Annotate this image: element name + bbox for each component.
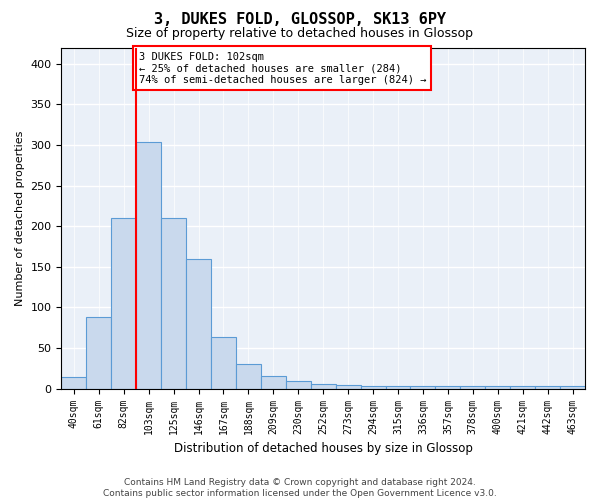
Text: Contains HM Land Registry data © Crown copyright and database right 2024.
Contai: Contains HM Land Registry data © Crown c… <box>103 478 497 498</box>
Bar <box>386 386 410 388</box>
Bar <box>311 384 335 388</box>
Bar <box>261 376 286 388</box>
Bar <box>485 386 510 388</box>
Bar <box>510 386 535 388</box>
Bar <box>86 317 111 388</box>
Bar <box>560 386 585 388</box>
Bar <box>286 382 311 388</box>
Bar <box>161 218 186 388</box>
Bar <box>236 364 261 388</box>
Bar <box>460 386 485 388</box>
Bar <box>211 336 236 388</box>
X-axis label: Distribution of detached houses by size in Glossop: Distribution of detached houses by size … <box>174 442 473 455</box>
Bar <box>61 376 86 388</box>
Text: 3 DUKES FOLD: 102sqm
← 25% of detached houses are smaller (284)
74% of semi-deta: 3 DUKES FOLD: 102sqm ← 25% of detached h… <box>139 52 426 85</box>
Bar <box>335 386 361 388</box>
Bar <box>436 386 460 388</box>
Y-axis label: Number of detached properties: Number of detached properties <box>15 130 25 306</box>
Bar <box>410 386 436 388</box>
Bar <box>136 142 161 388</box>
Text: Size of property relative to detached houses in Glossop: Size of property relative to detached ho… <box>127 28 473 40</box>
Bar <box>535 386 560 388</box>
Bar <box>111 218 136 388</box>
Text: 3, DUKES FOLD, GLOSSOP, SK13 6PY: 3, DUKES FOLD, GLOSSOP, SK13 6PY <box>154 12 446 28</box>
Bar <box>186 258 211 388</box>
Bar <box>361 386 386 388</box>
